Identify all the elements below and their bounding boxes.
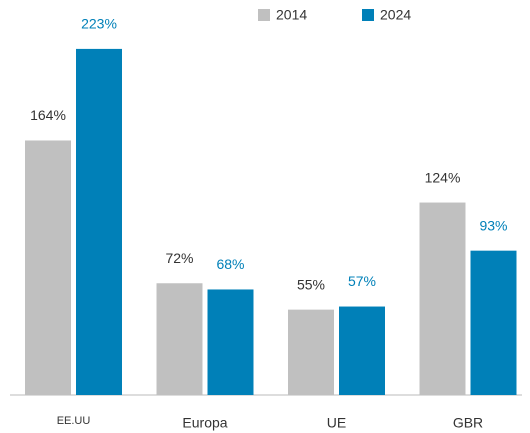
legend-swatch — [362, 9, 374, 21]
bar — [207, 289, 254, 395]
x-tick-label: EE.UU — [57, 415, 91, 427]
bar — [156, 283, 203, 395]
bar — [76, 48, 122, 396]
value-label: 57% — [348, 273, 376, 289]
bar — [339, 306, 385, 395]
value-label: 72% — [165, 250, 193, 266]
x-tick-label: GBR — [453, 415, 483, 431]
legend-label: 2014 — [276, 7, 307, 23]
value-label: 223% — [81, 16, 117, 32]
bar — [25, 140, 71, 395]
value-label: 164% — [30, 107, 66, 123]
value-label: 55% — [297, 276, 325, 292]
legend-label: 2024 — [380, 7, 411, 23]
legend-swatch — [258, 9, 270, 21]
x-tick-label: UE — [327, 415, 346, 431]
value-label: 124% — [425, 169, 461, 185]
value-label: 93% — [479, 217, 507, 233]
bar — [288, 309, 334, 395]
value-label: 68% — [216, 256, 244, 272]
bar — [470, 250, 517, 395]
bar — [419, 202, 466, 395]
x-tick-label: Europa — [182, 415, 227, 431]
